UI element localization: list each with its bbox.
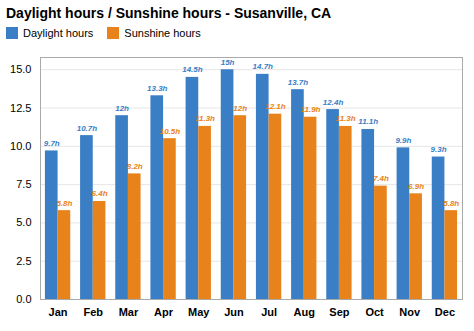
svg-text:7.4h: 7.4h — [373, 174, 389, 183]
svg-text:10.7h: 10.7h — [77, 124, 98, 133]
svg-text:6.4h: 6.4h — [92, 189, 108, 198]
svg-text:5.0: 5.0 — [16, 216, 31, 228]
svg-text:13.3h: 13.3h — [147, 84, 168, 93]
svg-text:2.5: 2.5 — [16, 255, 31, 267]
svg-text:11.3h: 11.3h — [336, 114, 356, 123]
svg-text:14.7h: 14.7h — [253, 62, 274, 71]
svg-text:Nov: Nov — [399, 306, 421, 318]
svg-text:12.5: 12.5 — [10, 102, 31, 114]
svg-text:5.8h: 5.8h — [443, 199, 459, 208]
svg-text:12h: 12h — [115, 104, 129, 113]
svg-text:14.5h: 14.5h — [182, 65, 203, 74]
svg-text:11.3h: 11.3h — [195, 114, 215, 123]
svg-text:9.7h: 9.7h — [44, 139, 60, 148]
svg-text:Dec: Dec — [435, 306, 455, 318]
svg-text:9.9h: 9.9h — [395, 136, 411, 145]
svg-text:10.0: 10.0 — [10, 140, 31, 152]
svg-text:12h: 12h — [233, 104, 247, 113]
svg-text:11.9h: 11.9h — [301, 105, 321, 114]
svg-text:15.0: 15.0 — [10, 63, 31, 75]
svg-text:9.3h: 9.3h — [431, 145, 447, 154]
svg-text:Jun: Jun — [224, 306, 244, 318]
svg-text:12.1h: 12.1h — [265, 102, 286, 111]
svg-text:15h: 15h — [221, 58, 235, 67]
svg-text:Jan: Jan — [49, 306, 68, 318]
html-text:Daylight hours: Daylight hours — [23, 27, 94, 39]
svg-text:Jul: Jul — [261, 306, 277, 318]
svg-text:May: May — [188, 306, 210, 318]
svg-text:Sep: Sep — [329, 306, 349, 318]
svg-text:Apr: Apr — [154, 306, 174, 318]
svg-text:7.5: 7.5 — [16, 178, 31, 190]
svg-text:10.5h: 10.5h — [160, 127, 181, 136]
svg-text:Aug: Aug — [294, 306, 315, 318]
svg-text:12.4h: 12.4h — [323, 98, 344, 107]
html-text:Daylight hours / Sunshine hour: Daylight hours / Sunshine hours - Susanv… — [6, 5, 332, 21]
svg-text:Oct: Oct — [365, 306, 384, 318]
svg-text:8.2h: 8.2h — [127, 162, 143, 171]
svg-text:Feb: Feb — [83, 306, 103, 318]
svg-text:13.7h: 13.7h — [288, 78, 309, 87]
svg-text:6.9h: 6.9h — [408, 182, 424, 191]
svg-text:5.8h: 5.8h — [56, 199, 72, 208]
svg-text:0.0: 0.0 — [16, 293, 31, 305]
html-text:Sunshine hours: Sunshine hours — [124, 27, 201, 39]
svg-text:11.1h: 11.1h — [358, 117, 378, 126]
svg-text:Mar: Mar — [119, 306, 139, 318]
